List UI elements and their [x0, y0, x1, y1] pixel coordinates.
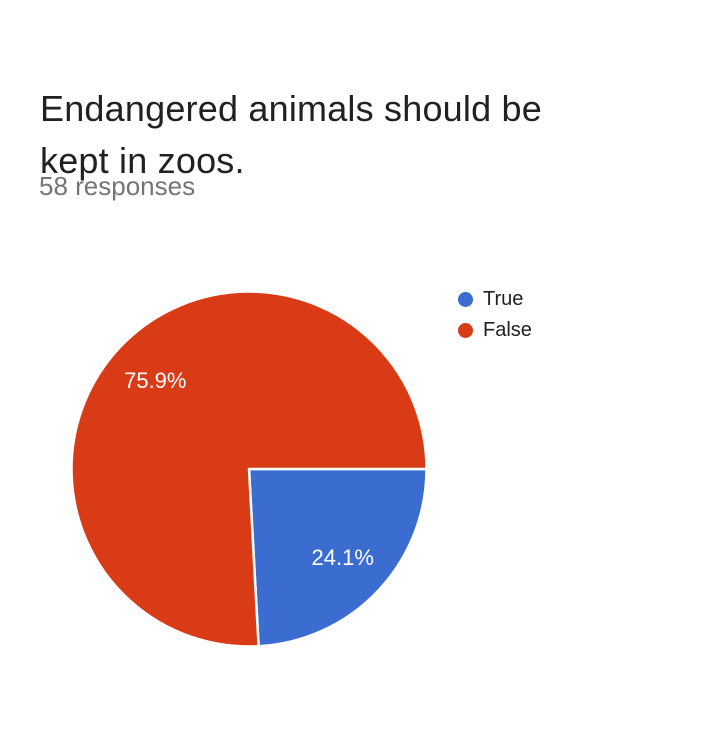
- legend-item-false: False: [458, 319, 532, 342]
- response-count: 58 responses: [39, 171, 196, 201]
- pie-chart: 24.1% 75.9%: [70, 290, 428, 648]
- question-title: Endangered animals should be kept in zoo…: [40, 88, 542, 182]
- legend-label: True: [483, 288, 524, 310]
- legend-label: False: [483, 319, 532, 341]
- pie-slice-false[interactable]: [70, 290, 428, 648]
- slice-percent-label-true: 24.1%: [312, 545, 374, 570]
- chart-legend: True False: [458, 288, 532, 350]
- legend-item-true: True: [458, 288, 532, 311]
- slice-percent-label-false: 75.9%: [124, 368, 186, 393]
- legend-dot-false: [458, 323, 473, 338]
- legend-dot-true: [458, 292, 473, 307]
- pie-slice-true[interactable]: [247, 467, 428, 648]
